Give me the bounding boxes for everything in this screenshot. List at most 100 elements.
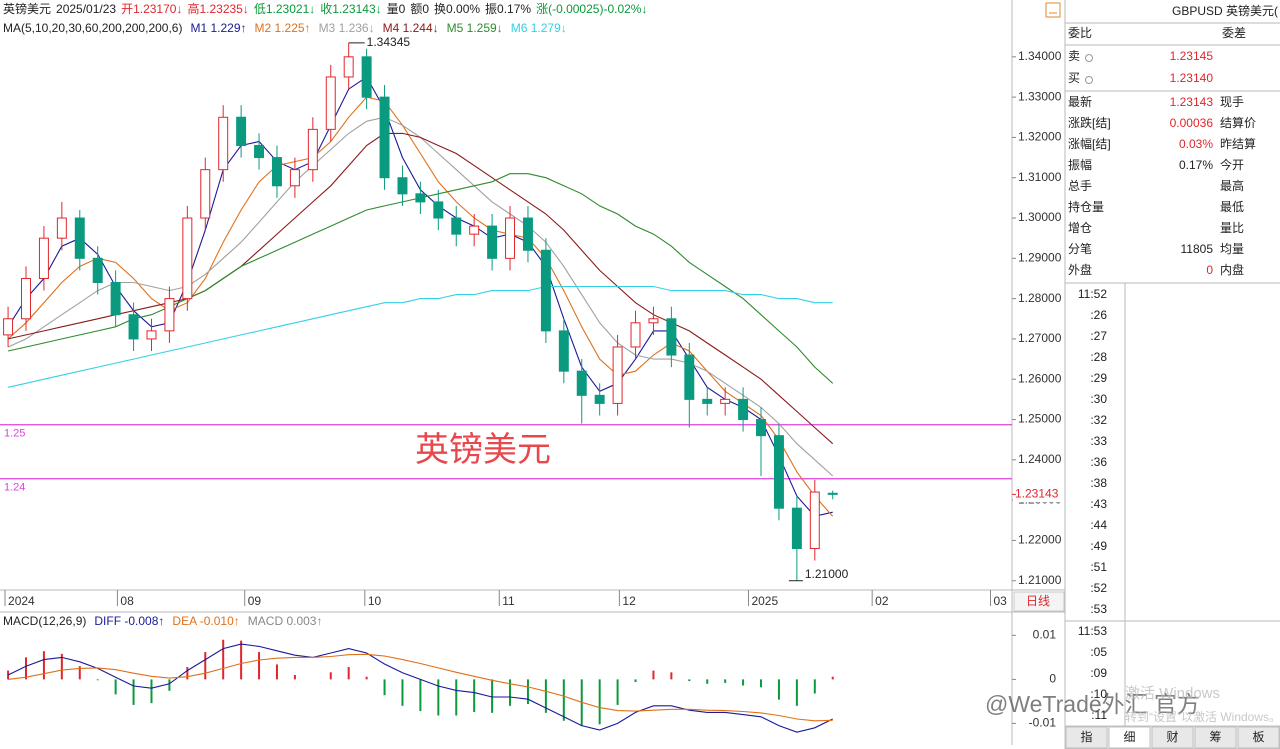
legend-item: 2025/01/23 (56, 2, 116, 16)
window-icon[interactable] (1045, 2, 1061, 18)
y-tick-label: 1.25000 (1018, 412, 1062, 426)
tab-label[interactable]: 板 (1252, 730, 1264, 744)
legend-item: 开1.23170↓ (121, 2, 182, 16)
candle-body (164, 298, 175, 332)
candle-body (648, 318, 659, 324)
row-label: 内盘 (1220, 262, 1244, 277)
legend-item: DEA -0.010↑ (172, 614, 239, 628)
tick-time: :29 (1090, 371, 1107, 385)
legend-item: M1 1.229↑ (190, 21, 246, 35)
last-price-bg (1013, 486, 1063, 503)
y-tick-label: 1.28000 (1018, 291, 1062, 305)
x-tick-label: 10 (368, 594, 382, 608)
row-label: 外盘 (1068, 262, 1092, 277)
tab[interactable] (1237, 726, 1280, 749)
candle-body (576, 370, 587, 396)
period-label[interactable]: 日线 (1026, 594, 1050, 608)
tick-time: 11:53 (1078, 624, 1107, 638)
book-icon (1085, 54, 1093, 62)
tick-time: :09 (1090, 666, 1107, 680)
activation-title: 激活 Windows (1125, 685, 1220, 702)
candle-body (182, 217, 193, 300)
legend-item: 振0.17% (485, 2, 531, 16)
tick-time: :38 (1090, 476, 1107, 490)
candle-body (827, 492, 838, 495)
tab-label[interactable]: 细 (1123, 730, 1135, 744)
ma-line (7, 285, 833, 388)
tab-label[interactable]: 财 (1166, 730, 1178, 744)
candle-body (415, 193, 426, 203)
candle-body (505, 217, 516, 259)
tick-time: :53 (1090, 602, 1107, 616)
high-label: 1.34345 (367, 35, 411, 49)
candle-body (630, 322, 641, 348)
tab[interactable] (1065, 726, 1108, 749)
y-tick-label: 0 (1049, 672, 1056, 686)
y-tick-label: 1.32000 (1018, 130, 1062, 144)
legend-item: M5 1.259↓ (447, 21, 503, 35)
candle-body (3, 318, 14, 336)
y-tick-label: 1.21000 (1018, 573, 1062, 587)
candle-body (218, 116, 229, 171)
tick-time: :51 (1090, 560, 1107, 574)
y-tick-label: 1.26000 (1018, 371, 1062, 385)
candle-body (738, 398, 749, 421)
tick-time: :28 (1090, 350, 1107, 364)
row-label: 涨跌[结] (1068, 115, 1111, 130)
y-tick-label: 1.22000 (1018, 533, 1062, 547)
candle-body (110, 282, 121, 316)
row-value: 0.03% (1179, 137, 1213, 151)
tick-time: :49 (1090, 539, 1107, 553)
candle-body (469, 225, 480, 235)
row-label: 总手 (1068, 179, 1092, 193)
tick-time: :33 (1090, 434, 1107, 448)
book-label: 卖 (1068, 49, 1080, 63)
watermark: @WeTrade外汇 官方 (985, 691, 1200, 717)
tab-label[interactable]: 指 (1080, 729, 1092, 744)
period-box[interactable] (1013, 591, 1065, 612)
tab[interactable] (1194, 726, 1237, 749)
tab[interactable] (1151, 726, 1194, 749)
legend-item: MACD 0.003↑ (248, 614, 323, 628)
row-label: 昨结算 (1220, 136, 1256, 151)
candle-body (522, 217, 533, 251)
candle-body (325, 76, 336, 130)
row-value: 0.17% (1179, 158, 1213, 172)
tab-label[interactable]: 筹 (1209, 730, 1221, 744)
low-label: 1.21000 (805, 567, 849, 581)
panel-title: GBPUSD 英镑美元( (1172, 3, 1278, 18)
tick-time: :27 (1090, 329, 1107, 343)
row-label: 持仓量 (1068, 199, 1104, 214)
candle-body (146, 330, 157, 340)
y-tick-label: 1.30000 (1018, 210, 1062, 224)
y-tick-label: -0.01 (1029, 716, 1057, 730)
macd-line (7, 643, 833, 733)
tick-time: :30 (1090, 392, 1107, 406)
x-tick-label: 2024 (8, 594, 35, 608)
legend-item: MACD(12,26,9) (3, 614, 86, 628)
x-tick-label: 03 (993, 594, 1007, 608)
candle-body (720, 398, 731, 404)
tick-time: :43 (1090, 497, 1107, 511)
tab[interactable] (1108, 726, 1151, 749)
last-price-label: 1.23143 (1015, 487, 1059, 501)
x-tick-label: 09 (248, 594, 262, 608)
tick-time: :52 (1090, 581, 1107, 595)
row-label: 现手 (1220, 95, 1244, 109)
level-label: 1.25 (4, 428, 25, 440)
legend-item: 高1.23235↓ (187, 1, 248, 16)
candle-body (56, 217, 67, 239)
overlay-title: 英镑美元 (415, 431, 551, 469)
row-value: 1.23143 (1170, 95, 1214, 109)
y-tick-label: 1.33000 (1018, 89, 1062, 103)
candle-body (773, 435, 784, 509)
y-tick-label: 1.24000 (1018, 452, 1062, 466)
macd-line (8, 653, 833, 722)
tick-time: :10 (1090, 687, 1107, 701)
legend-item: M2 1.225↑ (255, 21, 311, 35)
row-label: 振幅 (1068, 157, 1092, 172)
x-tick-label: 12 (622, 594, 636, 608)
tick-time: :44 (1090, 518, 1107, 532)
candle-body (379, 96, 390, 179)
